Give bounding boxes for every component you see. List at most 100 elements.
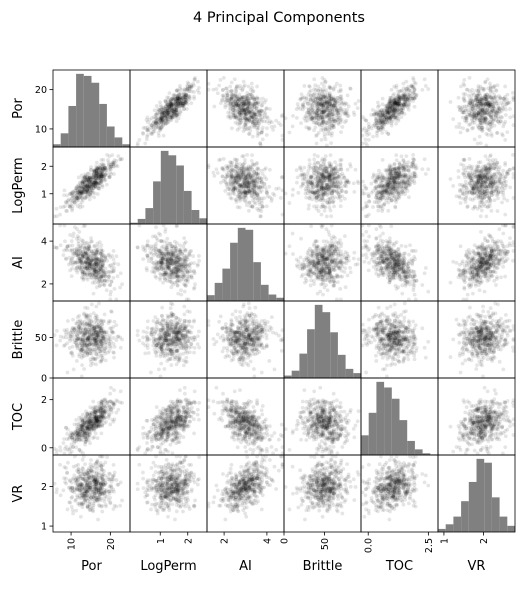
scatter-point <box>489 115 494 119</box>
scatter-point <box>390 105 395 110</box>
scatter-point <box>163 109 168 114</box>
scatter-point <box>399 179 404 184</box>
scatter-point <box>474 88 478 93</box>
scatter-point <box>331 184 336 189</box>
scatter-point <box>321 87 325 92</box>
scatter-point <box>400 166 405 170</box>
scatter-point <box>312 90 317 95</box>
scatter-point <box>481 190 486 195</box>
scatter-point <box>220 174 225 179</box>
scatter-point <box>189 84 194 89</box>
scatter-point <box>239 194 244 199</box>
scatter-point <box>223 99 228 103</box>
scatter-point <box>298 173 303 178</box>
scatter-point <box>487 112 491 117</box>
scatter-point <box>333 166 338 171</box>
scatter-point <box>221 167 225 172</box>
scatter-point <box>365 214 370 219</box>
scatter-point <box>472 191 477 195</box>
scatter-point <box>332 103 337 108</box>
scatter-point <box>391 191 396 195</box>
scatter-point <box>503 138 508 142</box>
scatter-point <box>492 181 497 186</box>
scatter-point <box>256 208 261 213</box>
scatter-point <box>173 110 177 114</box>
scatter-point <box>100 168 105 172</box>
scatter-point <box>248 175 253 180</box>
scatter-point <box>487 104 491 108</box>
scatter-point <box>91 185 96 190</box>
scatter-point <box>81 187 85 191</box>
scatter-point <box>387 113 392 118</box>
scatter-point <box>168 113 173 117</box>
scatter-point <box>234 102 239 107</box>
scatter-point <box>485 118 490 122</box>
scatter-point <box>389 99 393 104</box>
scatter-point <box>459 106 464 111</box>
scatter-point <box>226 114 230 119</box>
scatter-point <box>388 106 393 110</box>
scatter-point <box>172 107 177 112</box>
scatter-point <box>394 114 398 118</box>
scatter-point <box>462 173 467 177</box>
scatter-point <box>403 104 407 109</box>
scatter-point <box>490 181 495 186</box>
scatter-point <box>255 166 259 171</box>
scatter-point <box>250 115 254 120</box>
scatter-point <box>315 88 320 93</box>
scatter-point <box>242 190 247 194</box>
scatter-point <box>314 184 318 189</box>
scatter-point <box>235 99 240 104</box>
scatter-point <box>68 191 73 196</box>
scatter-point <box>339 106 343 111</box>
scatter-point <box>483 79 488 84</box>
scatter-point <box>165 111 170 115</box>
scatter-point <box>377 108 382 113</box>
scatter-point <box>412 90 417 94</box>
scatter-point <box>486 121 491 126</box>
scatter-point <box>251 198 255 203</box>
scatter-point <box>100 183 105 188</box>
scatter-point <box>372 123 377 128</box>
scatter-point <box>258 214 263 219</box>
scatter-point <box>313 120 318 125</box>
scatter-point <box>75 195 79 200</box>
scatter-point <box>237 177 242 182</box>
scatter-point <box>327 175 332 179</box>
scatter-point <box>252 163 257 168</box>
scatter-point <box>346 113 351 118</box>
scatter-point <box>314 103 319 108</box>
scatter-point <box>497 165 502 170</box>
scatter-point <box>470 176 475 181</box>
scatter-point <box>486 121 491 126</box>
scatter-point <box>159 124 164 129</box>
scatter-point <box>323 80 328 85</box>
scatter-point <box>323 168 328 173</box>
scatter-point <box>470 173 475 178</box>
scatter-point <box>87 184 92 189</box>
scatter-point <box>235 127 240 132</box>
scatter-point <box>478 185 482 189</box>
scatter-point <box>320 204 325 209</box>
scatter-point <box>217 158 221 163</box>
scatter-point <box>184 97 189 101</box>
scatter-point <box>239 97 244 102</box>
scatter-point <box>221 76 226 80</box>
scatter-point <box>381 113 386 118</box>
scatter-point <box>156 121 161 125</box>
scatter-point <box>161 123 165 128</box>
scatter-point <box>469 190 474 195</box>
scatter-point <box>250 189 254 194</box>
scatter-point <box>478 101 483 106</box>
scatter-point <box>405 92 410 97</box>
scatter-point <box>362 184 367 188</box>
scatter-point <box>237 98 242 103</box>
scatter-point <box>258 113 263 118</box>
scatter-point <box>486 133 490 137</box>
scatter-point <box>141 132 146 136</box>
scatter-point <box>64 208 68 213</box>
scatter-point <box>164 101 169 106</box>
scatter-point <box>250 111 255 116</box>
scatter-point <box>479 113 484 118</box>
scatter-point <box>479 184 484 189</box>
